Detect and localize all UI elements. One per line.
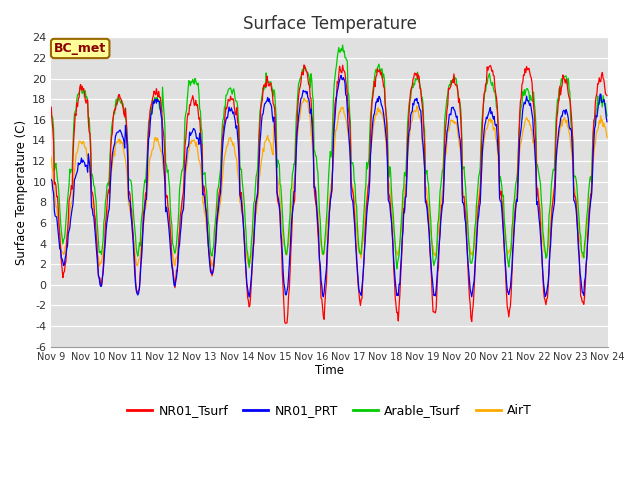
Legend: NR01_Tsurf, NR01_PRT, Arable_Tsurf, AirT: NR01_Tsurf, NR01_PRT, Arable_Tsurf, AirT xyxy=(122,399,537,422)
Title: Surface Temperature: Surface Temperature xyxy=(243,15,417,33)
X-axis label: Time: Time xyxy=(315,364,344,377)
Text: BC_met: BC_met xyxy=(54,42,106,55)
Y-axis label: Surface Temperature (C): Surface Temperature (C) xyxy=(15,120,28,264)
